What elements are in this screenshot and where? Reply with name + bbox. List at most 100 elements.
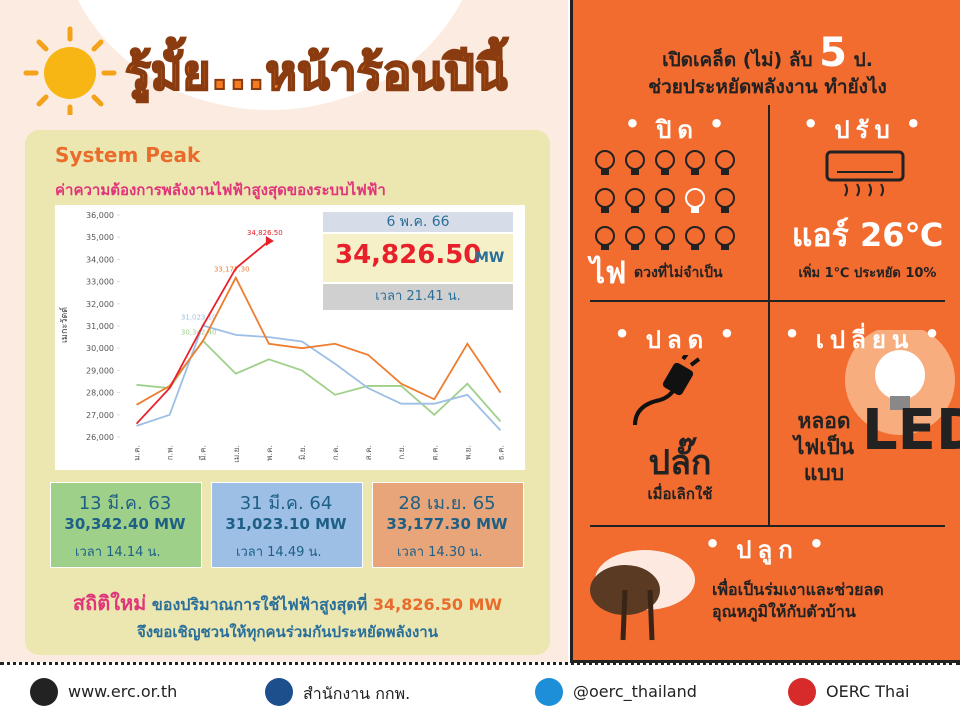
section-big: ไฟ — [590, 256, 627, 291]
record-date: 31 มี.ค. 64 — [239, 493, 333, 514]
bullet: • — [719, 320, 741, 348]
bulb-base — [691, 207, 699, 213]
section-line: ไฟเป็น — [793, 435, 855, 459]
bullet: • — [905, 110, 928, 138]
section-big: แอร์ 26℃ — [791, 216, 944, 254]
footer-icon — [265, 678, 293, 706]
ac-icon — [825, 150, 905, 197]
section-text: เมื่อเลิกใช้ — [647, 485, 713, 503]
bullet: • — [614, 320, 636, 348]
bullet: • — [624, 110, 647, 138]
t1: เปิดเคล็ด (ไม่) ลับ — [662, 49, 813, 71]
bullet: • — [802, 110, 825, 138]
x-tick-label: มิ.ย. — [298, 445, 307, 460]
heading-text: ปรับ — [834, 116, 896, 144]
bulb-base — [601, 169, 609, 175]
bulb — [655, 150, 675, 170]
section-text: เพิ่ม 1℃ ประหยัด 10% — [798, 266, 937, 281]
record-box — [50, 482, 202, 568]
bullet: • — [708, 110, 731, 138]
bulb-base — [721, 207, 729, 213]
x-tick-label: พ.ย. — [463, 445, 472, 460]
bulb-base — [721, 245, 729, 250]
x-tick-label: ต.ค. — [430, 445, 439, 461]
peak-date: 6 พ.ค. 66 — [323, 212, 513, 232]
tips-title-2: ช่วยประหยัดพลังงาน ทำยังไง — [648, 76, 887, 98]
bulb-base — [631, 245, 639, 250]
x-tick-label: ธ.ค. — [496, 445, 505, 460]
note-line2: จึงขอเชิญชวนให้ทุกคนร่วมกันประหยัดพลังงา… — [137, 623, 438, 641]
bulb-base — [661, 207, 669, 213]
record-date: 28 เม.ย. 65 — [398, 493, 496, 514]
bullet: • — [784, 320, 806, 348]
record-value: 30,342.40 MW — [64, 515, 186, 533]
series-line — [136, 324, 502, 431]
x-tick-label: ม.ค. — [133, 445, 142, 461]
footer-rule — [0, 662, 960, 665]
data-label: 31,023.10 — [181, 313, 217, 321]
record-date: 13 มี.ค. 63 — [78, 493, 172, 514]
peak-date-text: 6 พ.ค. 66 — [386, 214, 450, 230]
divider — [590, 300, 945, 302]
record-time: เวลา 14.49 น. — [236, 545, 322, 560]
panel-title: System Peak — [55, 143, 201, 167]
tips-number: 5 — [819, 30, 848, 76]
bulb-base — [601, 207, 609, 213]
y-tick-label: 32,000 — [86, 300, 114, 309]
y-axis-label: เมกะวัตต์ — [58, 307, 70, 343]
y-tick-label: 29,000 — [86, 366, 114, 375]
y-tick-label: 31,000 — [86, 322, 114, 331]
section-heading: • ปลูก • — [590, 530, 945, 569]
x-tick-label: ก.พ. — [166, 445, 175, 460]
note-value: 34,826.50 MW — [372, 595, 503, 614]
y-tick-label: 36,000 — [86, 211, 114, 220]
footer-icon — [30, 678, 58, 706]
panel-subtitle: ค่าความต้องการพลังงานไฟฟ้าสูงสุดของระบบไ… — [55, 181, 386, 199]
bulb — [595, 150, 615, 170]
bullet: • — [924, 320, 946, 348]
record-value: 33,177.30 MW — [386, 515, 508, 533]
bulb — [715, 226, 735, 246]
bulb-base — [721, 169, 729, 175]
peak-value-box: 34,826.50 MW — [323, 234, 513, 282]
series-line — [136, 275, 502, 406]
main-title: รู้มั้ย...หน้าร้อนปีนี้ — [124, 44, 508, 102]
section-text: ดวงที่ไม่จำเป็น — [634, 265, 723, 281]
sun-icon — [23, 26, 117, 115]
bulb-base — [661, 245, 669, 250]
section-big: ปลั๊ก — [648, 443, 712, 483]
t-unit: ป. — [853, 49, 873, 71]
tree-icon — [590, 550, 695, 641]
bulb — [625, 188, 645, 208]
x-tick-label: เม.ย. — [232, 445, 241, 463]
data-label: 34,826.50 — [247, 229, 283, 237]
heading-text: ปลูก — [736, 536, 799, 564]
y-tick-label: 28,000 — [86, 389, 114, 398]
section-line: เพื่อเป็นร่มเงาและช่วยลด — [712, 580, 884, 599]
heading-text: เปลี่ยน — [815, 326, 915, 354]
y-tick-label: 33,000 — [86, 278, 114, 287]
divider — [768, 105, 770, 525]
bulb — [655, 226, 675, 246]
y-tick-label: 26,000 — [86, 433, 114, 442]
section-heading: • เปลี่ยน • — [775, 320, 955, 359]
footer-icon — [535, 678, 563, 706]
tips-title-1: เปิดเคล็ด (ไม่) ลับ 5 ป. — [575, 30, 960, 76]
bulb-base — [631, 207, 639, 213]
heading-text: ปลด — [645, 326, 710, 354]
bulb — [685, 150, 705, 170]
y-tick-label: 34,000 — [86, 255, 114, 264]
y-tick-label: 35,000 — [86, 233, 114, 242]
bulb — [625, 150, 645, 170]
bulb-base — [631, 169, 639, 175]
data-label: 33,177.30 — [214, 266, 250, 274]
note-highlight: สถิติใหม่ — [72, 591, 147, 615]
end-marker — [265, 236, 274, 247]
bulb — [685, 226, 705, 246]
heading-text: ปิด — [656, 116, 699, 144]
bulb-base — [601, 245, 609, 250]
series-line — [135, 240, 270, 425]
bulb — [625, 226, 645, 246]
bulb — [595, 188, 615, 208]
